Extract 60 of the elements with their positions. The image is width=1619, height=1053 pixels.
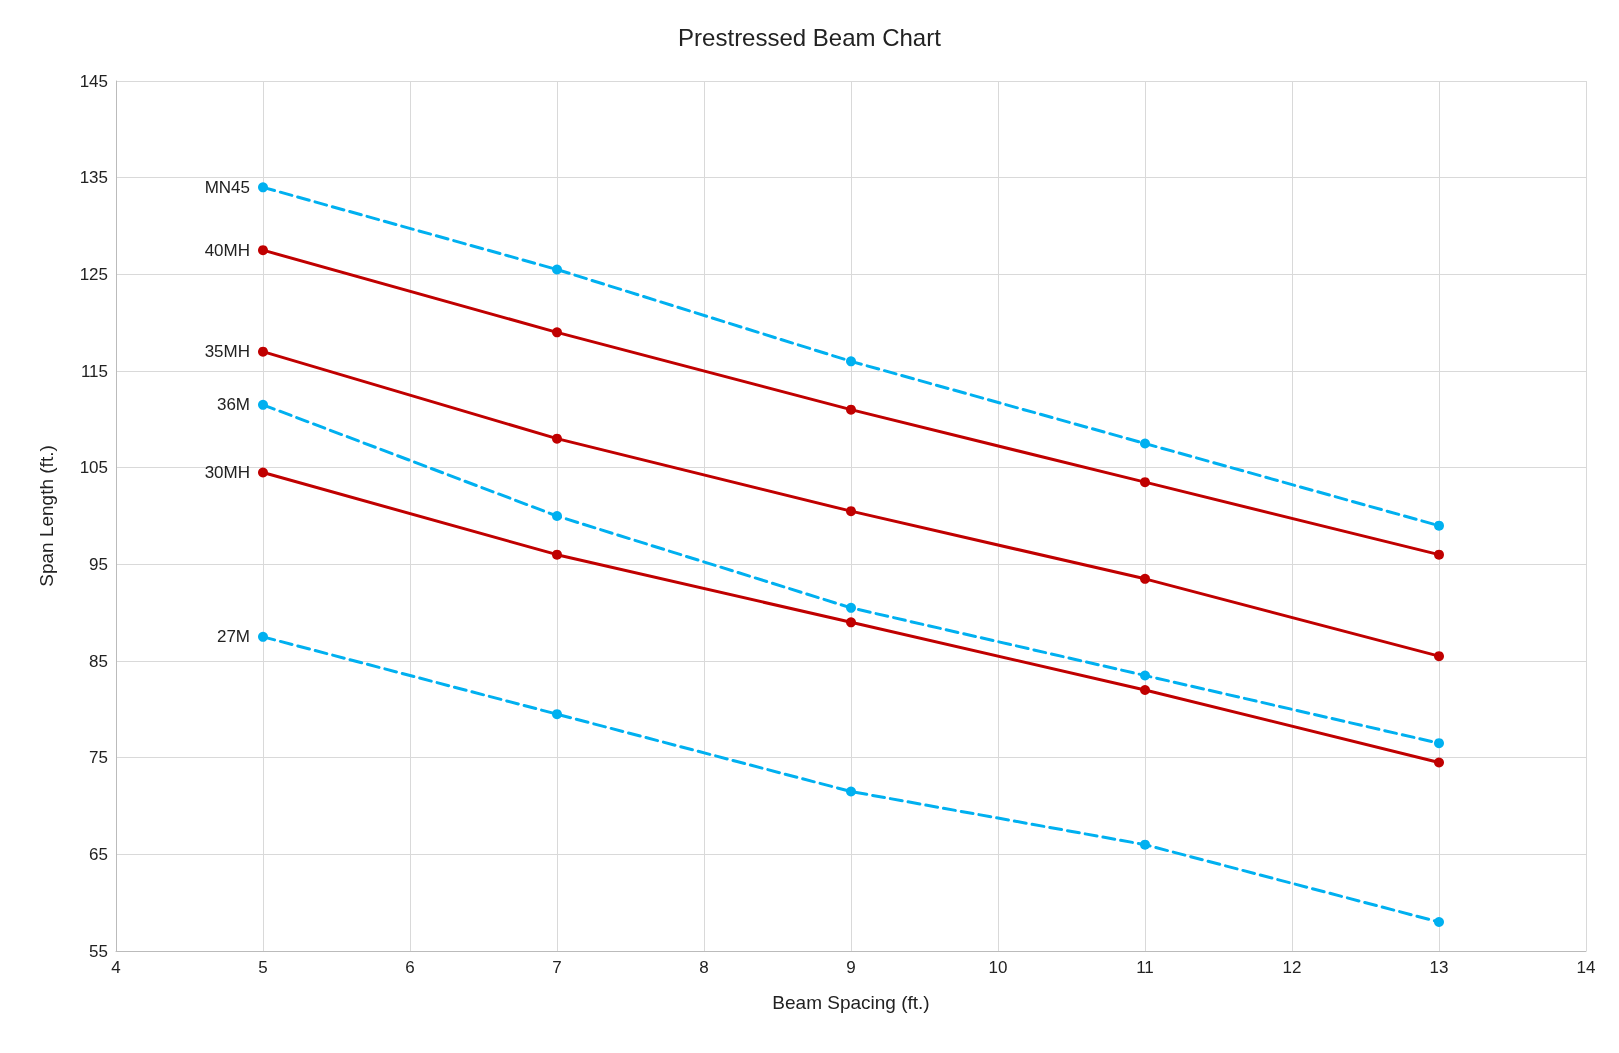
point (258, 346, 268, 357)
point (1434, 651, 1444, 662)
y-tick-label: 75 (89, 748, 108, 768)
x-tick-label: 14 (1576, 958, 1596, 977)
y-tick-label: 65 (89, 844, 108, 864)
series-label: 30MH (204, 463, 250, 482)
point (552, 264, 562, 275)
point (258, 182, 268, 193)
point (258, 467, 268, 478)
chart-title: Prestressed Beam Chart (678, 23, 942, 51)
point (1140, 670, 1150, 681)
point (1140, 573, 1150, 584)
point (1434, 520, 1444, 531)
y-axis-title: Span Length (ft.) (36, 445, 57, 587)
x-tick-label: 10 (988, 958, 1008, 977)
point (552, 433, 562, 444)
series-label: 40MH (204, 240, 250, 260)
point (552, 709, 562, 720)
point (1140, 438, 1150, 449)
series-label: 36M (216, 395, 250, 415)
y-tick-label: 125 (79, 264, 108, 284)
x-tick-label: 8 (699, 958, 709, 977)
point (258, 245, 268, 256)
point (1434, 549, 1444, 560)
series-label: 35MH (204, 342, 250, 362)
point (846, 617, 856, 628)
x-tick-label: 11 (1136, 958, 1154, 977)
x-axis-title: Beam Spacing (ft.) (772, 992, 930, 1013)
point (1140, 685, 1150, 695)
point (1140, 477, 1150, 488)
series-label: 27M (216, 627, 250, 647)
point (846, 356, 856, 367)
x-tick-label: 7 (552, 958, 562, 977)
series-label: MN45 (204, 177, 250, 197)
point (1434, 917, 1444, 927)
point (1140, 839, 1150, 850)
point (552, 549, 562, 560)
x-tick-label: 5 (258, 958, 268, 977)
point (258, 399, 268, 410)
y-tick-label: 145 (79, 71, 108, 91)
point (846, 506, 856, 517)
y-tick-label: 105 (79, 458, 108, 478)
point (846, 404, 856, 415)
y-tick-label: 85 (89, 651, 108, 671)
point (258, 631, 268, 642)
point (846, 602, 856, 613)
point (552, 327, 562, 338)
x-tick-label: 4 (111, 958, 121, 977)
y-tick-label: 115 (80, 361, 108, 381)
x-tick-label: 12 (1282, 958, 1302, 977)
x-tick-label: 9 (846, 958, 856, 977)
point (552, 511, 562, 521)
point (1434, 757, 1444, 768)
y-tick-label: 95 (89, 554, 108, 574)
x-tick-label: 13 (1429, 958, 1449, 977)
y-tick-label: 135 (79, 168, 108, 188)
y-tick-label: 55 (89, 941, 108, 961)
x-tick-label: 6 (405, 958, 415, 977)
point (846, 786, 856, 797)
point (1434, 738, 1444, 749)
